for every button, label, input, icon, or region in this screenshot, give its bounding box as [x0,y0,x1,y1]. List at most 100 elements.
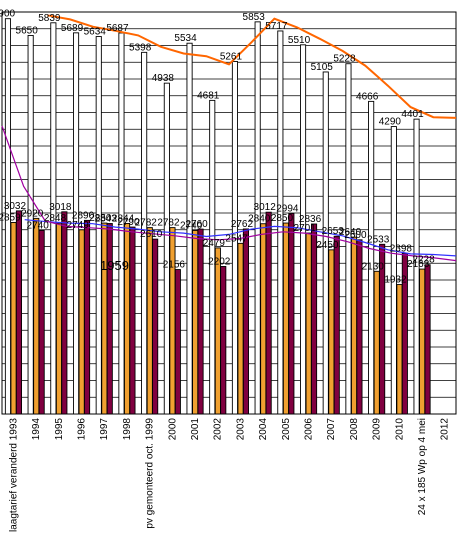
data-label: 2836 [299,214,322,225]
x-axis: laagtarief veranderd 1993 1994 1995 1996 199… [8,418,450,532]
data-label: 5228 [333,54,356,65]
bar [265,211,272,415]
data-label: 2843 [95,214,118,225]
bar [419,268,426,415]
data-label: 3012 [254,202,277,213]
bar [169,227,176,415]
bar [50,22,57,415]
bar [106,223,113,415]
data-label: 2450 [316,240,339,251]
bar [242,228,250,415]
bar [351,236,358,415]
data-label: 5839 [38,13,61,24]
bar [413,118,420,415]
bar [55,222,62,415]
tick-label: 2003 [235,418,246,441]
tick-label: 2001 [190,418,201,441]
data-label: 2156 [163,260,186,271]
bar [186,42,193,415]
data-label: 2848 [44,213,67,224]
bar [305,232,312,415]
bar [174,269,181,415]
bar [311,223,318,415]
data-label: 2782 [157,218,180,229]
bar [10,221,17,415]
tick-label: 1998 [122,418,133,441]
tick-label: 24 x 185 Wp op 4 mei [417,418,428,515]
data-label: 5510 [288,35,311,46]
annotation: 1959 [100,258,129,273]
bar [237,242,244,415]
bar [78,229,85,415]
data-label: 5634 [84,27,107,38]
bar [288,212,295,415]
data-label: 2994 [276,203,299,214]
bar [214,247,221,415]
tick-label: 1994 [31,418,42,441]
tick-label: 2012 [440,418,451,441]
bar [390,126,397,415]
data-label: 2762 [231,219,254,230]
bar [322,71,329,415]
data-label: 2479 [203,238,226,249]
data-label: 2844 [112,213,135,224]
bar [38,229,45,415]
bars [4,18,431,415]
tick-label: 1997 [99,418,110,441]
data-label: 2653 [322,226,345,237]
tick-label: 2009 [372,418,383,441]
bar [129,226,136,415]
data-label: 2920 [21,208,44,219]
data-label: 2859 [0,212,21,223]
tick-label: 2010 [394,418,405,441]
data-label: 4681 [197,90,220,101]
data-label: 5853 [243,12,266,23]
data-label: 2760 [185,219,208,230]
data-label: 5261 [220,52,243,63]
tick-label: 1995 [54,418,65,441]
data-label: 2600 [344,230,367,241]
data-label: 2533 [367,234,390,245]
data-label: 5687 [106,23,129,34]
data-label: 1932 [384,275,407,286]
bar [33,217,40,415]
data-label: 3018 [49,202,72,213]
data-label: 2890 [72,210,95,221]
tick-label: laagtarief veranderd 1993 [8,418,19,532]
data-labels: 5900565058395689563456875398 4938 5534 4681… [0,9,435,286]
bar [277,30,284,415]
bar [396,284,403,415]
plot-frame [1,11,457,415]
bar [61,211,68,415]
bar [197,228,204,415]
data-label: 5398 [129,42,152,53]
data-label: 4290 [379,117,402,128]
bar [373,270,380,415]
bar [15,210,23,415]
bar [101,222,108,415]
bar [231,61,239,415]
bar [152,238,159,415]
bar [220,266,227,415]
bar [379,243,386,415]
data-label: 5650 [16,25,39,36]
bar [328,249,335,415]
data-label: 5105 [311,62,334,73]
data-label: 2749 [67,220,90,231]
data-label: 5534 [174,33,197,44]
data-label: 2740 [180,220,203,231]
data-label: 2547 [225,233,248,244]
data-label: 2398 [390,243,413,254]
data-label: 2840 [248,214,271,225]
data-label: 2782 [135,218,158,229]
gridlines [1,11,457,415]
tick-label: pv gemonteerd oct. 1999 [145,418,156,529]
bar [163,82,170,415]
trend-line [1,125,457,262]
data-label: 5689 [61,23,84,34]
tick-label: 2006 [303,418,314,441]
data-label: 2610 [140,229,163,240]
data-label: 2130 [362,261,385,272]
